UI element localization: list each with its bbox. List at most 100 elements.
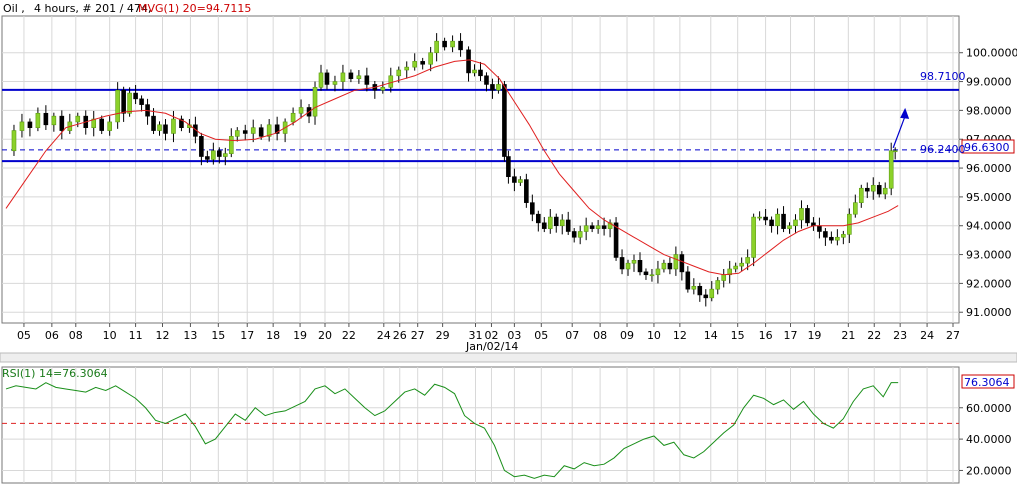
- candle-up: [858, 187, 864, 203]
- x-tick-label: 13: [183, 329, 197, 342]
- y-tick-label: 98.0000: [966, 104, 1012, 117]
- x-tick-label: 05: [534, 329, 548, 342]
- x-tick-label: 12: [673, 329, 687, 342]
- candle-up: [11, 130, 17, 152]
- candle-up: [745, 257, 750, 264]
- candle-up: [547, 216, 553, 229]
- x-tick-label: 27: [411, 329, 425, 342]
- candle-up: [583, 225, 589, 232]
- candle-up: [107, 121, 112, 131]
- x-tick-label: 26: [393, 329, 407, 342]
- rsi-legend: RSI(1) 14=76.3064: [2, 367, 108, 380]
- x-tick-label: 15: [211, 329, 225, 342]
- candle-down: [502, 84, 507, 157]
- candle-up: [157, 124, 162, 131]
- candle-up: [751, 216, 756, 258]
- candle-down: [258, 127, 264, 137]
- candle-up: [595, 225, 601, 229]
- candle-up: [75, 115, 81, 123]
- candle-up: [412, 61, 418, 68]
- current-price-value: 96.6300: [964, 141, 1010, 154]
- candle-down: [817, 225, 822, 232]
- candle-up: [631, 260, 637, 264]
- candle-down: [490, 84, 495, 91]
- x-tick-label: 18: [266, 329, 280, 342]
- candle-down: [823, 231, 828, 238]
- rsi-panel: 20.0000 40.0000 60.0000: [1, 366, 1012, 484]
- x-tick-label: 16: [759, 329, 773, 342]
- x-tick-label: 12: [156, 329, 170, 342]
- candle-down: [99, 118, 104, 131]
- candle-down: [348, 72, 354, 79]
- candle-up: [559, 219, 565, 227]
- candle-down: [553, 216, 559, 227]
- x-tick-label: 19: [293, 329, 307, 342]
- candle-down: [763, 216, 768, 221]
- rsi-line: [5, 382, 899, 479]
- candle-up: [396, 69, 402, 77]
- candle-down: [613, 222, 619, 258]
- y-tick-label: 100.0000: [966, 47, 1017, 60]
- candle-down: [565, 219, 571, 232]
- x-axis-date-label: Jan/02/14: [465, 340, 518, 353]
- candle-up: [332, 81, 338, 85]
- candle-down: [242, 130, 248, 134]
- candle-down: [601, 225, 607, 229]
- instrument-label: Oil ,: [3, 2, 25, 15]
- candle-up: [404, 66, 410, 71]
- candle-up: [739, 262, 744, 267]
- candle-up: [835, 236, 840, 241]
- candle-down: [420, 61, 425, 65]
- candle-down: [589, 225, 595, 229]
- candle-down: [541, 222, 547, 229]
- candle-up: [577, 231, 583, 238]
- candle-up: [388, 75, 394, 88]
- candle-up: [312, 87, 318, 117]
- candle-up: [793, 219, 798, 227]
- projection-arrow-head: [900, 107, 910, 119]
- support-level-label: 96.2400: [920, 143, 966, 156]
- candle-up: [673, 254, 679, 270]
- current-price-tag: 96.6300: [961, 139, 1015, 154]
- candle-down: [59, 115, 65, 131]
- candle-up: [496, 84, 501, 91]
- candle-down: [864, 187, 870, 192]
- x-tick-label: 24: [920, 329, 934, 342]
- candle-up: [649, 274, 655, 277]
- candle-down: [484, 75, 489, 85]
- candle-up: [211, 150, 216, 160]
- candle-up: [661, 262, 667, 270]
- rsi-y-tick-label: 20.0000: [966, 464, 1012, 477]
- x-tick-label: 17: [784, 329, 798, 342]
- candle-up: [380, 87, 386, 91]
- candle-down: [324, 72, 330, 85]
- timeframe-info: 4 hours, # 201 / 474,: [34, 2, 151, 15]
- candle-down: [781, 213, 786, 229]
- candle-down: [478, 69, 483, 77]
- rsi-value-tag: 76.3064: [961, 374, 1015, 389]
- x-tick-label: 21: [841, 329, 855, 342]
- candle-up: [298, 107, 304, 114]
- candle-up: [715, 280, 721, 290]
- candle-down: [571, 231, 577, 238]
- candle-down: [685, 271, 691, 290]
- x-tick-label: 05: [17, 329, 31, 342]
- y-tick-label: 99.0000: [966, 76, 1012, 89]
- x-tick-label: 10: [647, 329, 661, 342]
- candle-down: [512, 176, 517, 183]
- candle-up: [428, 52, 433, 65]
- candle-up: [127, 92, 132, 114]
- x-tick-label: 03: [507, 329, 521, 342]
- candle-up: [775, 213, 780, 227]
- candle-up: [35, 112, 41, 128]
- candle-up: [290, 112, 296, 123]
- candle-down: [466, 49, 471, 74]
- candle-down: [829, 236, 834, 241]
- x-tick-label: 14: [704, 329, 718, 342]
- ma-legend: MVG(1) 20=94.7115: [138, 2, 251, 15]
- x-tick-label: 02: [484, 329, 498, 342]
- candle-up: [450, 40, 455, 48]
- candle-down: [876, 185, 882, 195]
- candle-down: [679, 254, 685, 273]
